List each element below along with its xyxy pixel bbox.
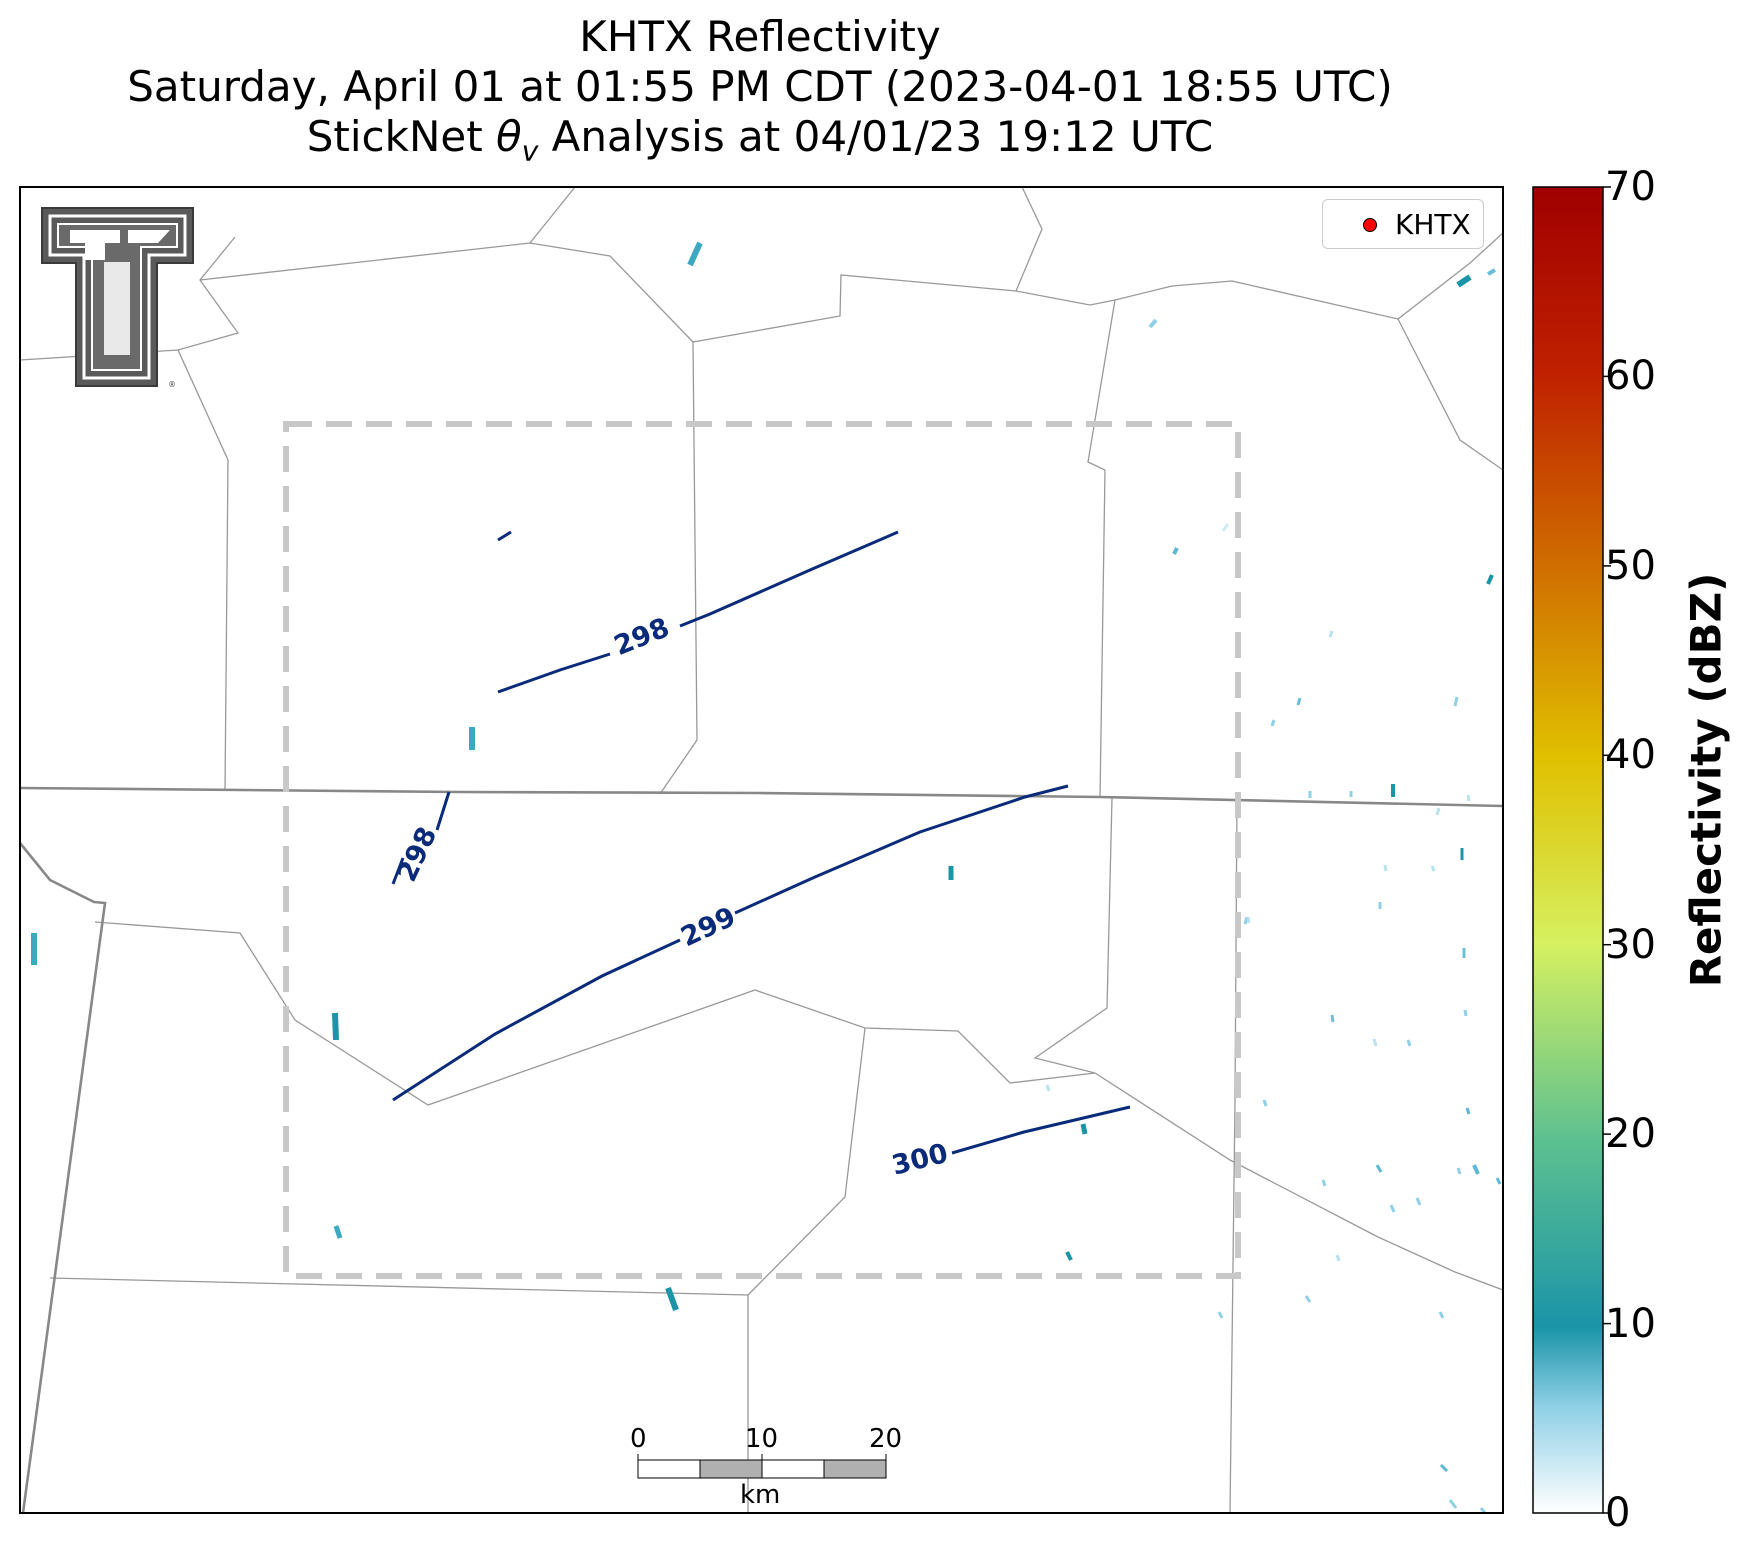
- colorbar-tick-label: 10: [1605, 1301, 1656, 1347]
- scalebar-tick-20: 20: [869, 1424, 903, 1454]
- state-lines: [20, 786, 1503, 1513]
- scalebar-tick-10: 10: [745, 1424, 779, 1454]
- title-line-1: KHTX Reflectivity: [579, 12, 941, 61]
- theta-symbol: θ: [496, 112, 522, 161]
- title-line-3-prefix: StickNet: [306, 112, 497, 161]
- title-line-3-suffix: Analysis at 04/01/23 19:12 UTC: [538, 112, 1214, 161]
- contour-label-298-lower: 298: [391, 822, 443, 886]
- colorbar: [1532, 186, 1604, 1514]
- contour-label-300: 300: [889, 1138, 951, 1182]
- contour-label-298-upper: 298: [610, 612, 674, 662]
- colorbar-tick-label: 0: [1605, 1490, 1631, 1536]
- colorbar-tick-label: 50: [1605, 543, 1656, 589]
- reflectivity-returns: [31, 241, 1502, 1513]
- theta-subscript: v: [521, 134, 539, 168]
- map-frame: [19, 186, 1504, 1514]
- colorbar-tick-label: 70: [1605, 164, 1656, 210]
- scale-bar: [637, 1454, 887, 1479]
- contour-label-299: 299: [676, 901, 740, 953]
- title-line-3: StickNet θv Analysis at 04/01/23 19:12 U…: [0, 112, 1520, 176]
- radar-site-marker: [1363, 218, 1377, 232]
- contour-labels: 298 298 299 300: [391, 612, 951, 1181]
- colorbar-ticks: [1603, 186, 1611, 1514]
- scalebar-unit: km: [740, 1480, 781, 1510]
- theta-v-contours: [391, 530, 1131, 1155]
- map-legend: KHTX: [1322, 199, 1484, 249]
- texas-tech-logo: ®: [41, 207, 194, 389]
- colorbar-label: Reflectivity (dBZ): [1681, 572, 1731, 988]
- title-line-2: Saturday, April 01 at 01:55 PM CDT (2023…: [127, 62, 1393, 111]
- legend-label: KHTX: [1395, 208, 1471, 241]
- colorbar-tick-label: 30: [1605, 922, 1656, 968]
- colorbar-tick-label: 20: [1605, 1111, 1656, 1157]
- scalebar-tick-0: 0: [630, 1424, 647, 1454]
- county-lines: [20, 187, 1503, 1513]
- colorbar-tick-label: 40: [1605, 732, 1656, 778]
- colorbar-tick-label: 60: [1605, 353, 1656, 399]
- analysis-domain-box: [283, 421, 1241, 1279]
- svg-text:®: ®: [168, 380, 176, 389]
